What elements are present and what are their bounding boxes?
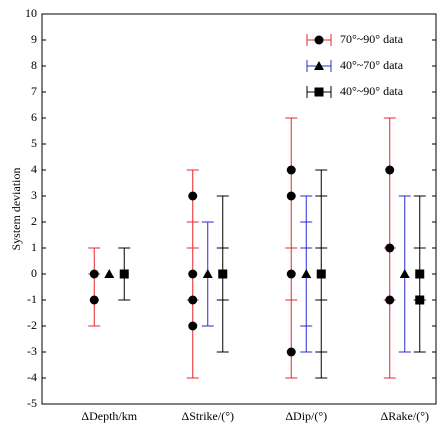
marker [415, 269, 425, 279]
marker [399, 269, 410, 278]
marker [286, 347, 296, 357]
marker [188, 321, 198, 331]
marker [301, 269, 312, 278]
marker [286, 165, 296, 175]
marker [89, 295, 99, 305]
y-axis-label: System deviation [9, 168, 23, 251]
y-tick-label: 10 [25, 6, 37, 20]
plot-frame [41, 13, 437, 405]
marker [119, 269, 129, 279]
legend-marker [314, 35, 324, 45]
y-tick-label: 9 [31, 32, 37, 46]
marker [188, 295, 198, 305]
y-tick-label: -5 [27, 396, 37, 410]
legend-marker [314, 87, 324, 97]
marker [385, 165, 395, 175]
marker [286, 191, 296, 201]
y-tick-label: 0 [31, 266, 37, 280]
marker [286, 269, 296, 279]
y-tick-label: 1 [31, 240, 37, 254]
marker [202, 269, 213, 278]
y-tick-label: 2 [31, 214, 37, 228]
marker [188, 269, 198, 279]
y-tick-label: 3 [31, 188, 37, 202]
x-tick-label: ΔDip/(°) [285, 409, 327, 423]
y-tick-label: 6 [31, 110, 37, 124]
y-tick-label: 4 [31, 162, 37, 176]
x-tick-label: ΔRake/(°) [381, 409, 430, 423]
y-tick-label: -4 [27, 370, 37, 384]
legend-label: 40°~70° data [340, 58, 404, 72]
marker [385, 295, 395, 305]
marker [218, 269, 228, 279]
marker [415, 295, 425, 305]
y-tick-label: 5 [31, 136, 37, 150]
marker [89, 269, 99, 279]
x-tick-label: ΔDepth/km [81, 409, 137, 423]
x-tick-label: ΔStrike/(°) [181, 409, 234, 423]
legend-label: 40°~90° data [340, 84, 404, 98]
y-tick-label: -3 [27, 344, 37, 358]
marker [316, 269, 326, 279]
y-tick-label: -1 [27, 292, 37, 306]
y-tick-label: 7 [31, 84, 37, 98]
marker [385, 243, 395, 253]
legend-label: 70°~90° data [340, 32, 404, 46]
y-tick-label: -2 [27, 318, 37, 332]
marker [188, 191, 198, 201]
y-tick-label: 8 [31, 58, 37, 72]
legend-marker [314, 61, 324, 70]
marker [104, 269, 115, 278]
